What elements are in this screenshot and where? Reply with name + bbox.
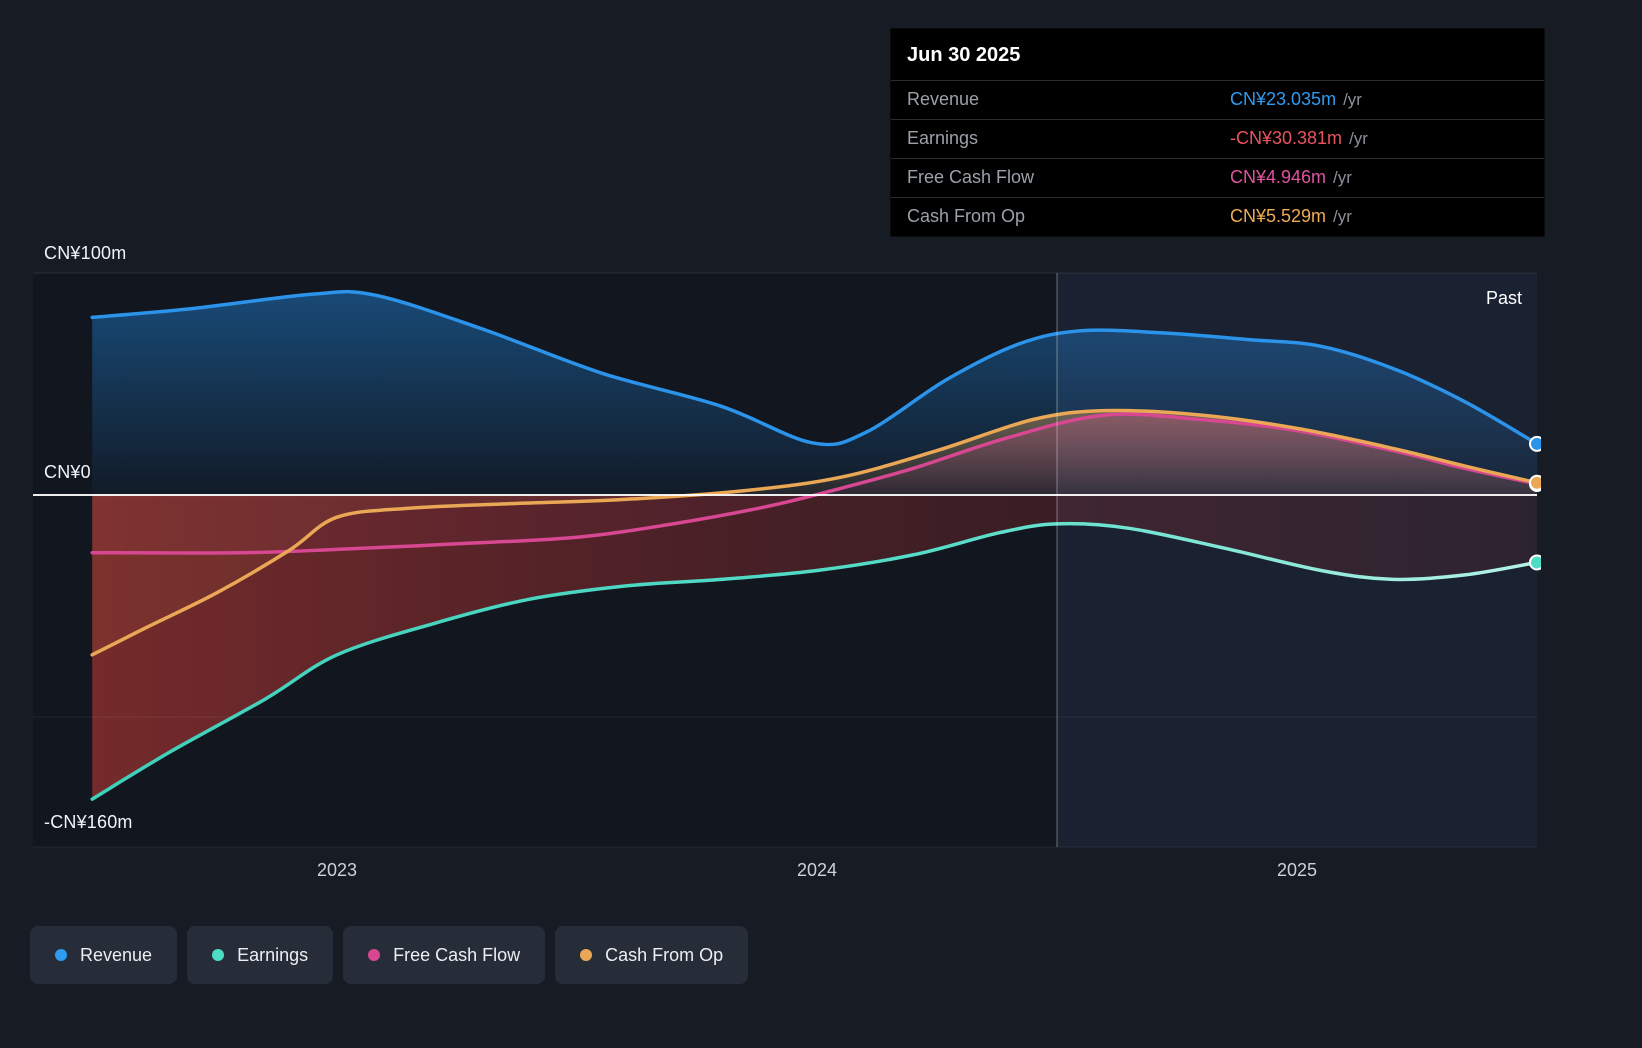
legend-item-earnings[interactable]: Earnings [187, 926, 334, 984]
tooltip-row-free-cash-flow: Free Cash Flow CN¥4.946m/yr [891, 158, 1544, 197]
tooltip-row-value: CN¥5.529m [1230, 206, 1327, 226]
tooltip-row-valuewrap: CN¥23.035m/yr [1230, 89, 1362, 110]
series-line-revenue [90, 289, 1539, 447]
x-tick-2023: 2023 [316, 860, 358, 880]
tooltip-row-revenue: Revenue CN¥23.035m/yr [891, 80, 1544, 119]
tooltip-row-suffix: /yr [1333, 168, 1352, 187]
tooltip-row-label: Revenue [907, 89, 980, 109]
tooltip-row-earnings: Earnings -CN¥30.381m/yr [891, 119, 1544, 158]
y-axis-label-bottom: -CN¥160m [44, 812, 133, 832]
series-line-earnings [90, 521, 1539, 801]
legend-item-revenue[interactable]: Revenue [30, 926, 178, 984]
series-line-cash-from-op [90, 408, 1539, 657]
tooltip-rows: Revenue CN¥23.035m/yr Earnings -CN¥30.381m /… [891, 80, 1544, 236]
x-tick-2024: 2024 [796, 860, 838, 880]
tooltip-row-label: Earnings [907, 128, 979, 148]
tooltip-row-valuewrap: CN¥4.946m/yr [1230, 167, 1352, 188]
tooltip-row-label: Cash From Op [907, 206, 1026, 226]
legend-item-cash-from-op[interactable]: Cash From Op [555, 926, 749, 984]
legend: Revenue Earnings Free Cash Flow Cash From O… [30, 926, 749, 984]
series-area-free-cash-flow [92, 414, 1538, 553]
tooltip-row-suffix: /yr [1349, 129, 1368, 148]
series-line-free-cash-flow [90, 412, 1539, 555]
tooltip: Jun 30 2025 Revenue CN¥23.035m/yr Earnings… [890, 28, 1545, 237]
legend-item-label: Free Cash Flow [393, 944, 521, 965]
legend-item-label: Earnings [237, 944, 309, 965]
tooltip-date: Jun 30 2025 [907, 44, 1021, 66]
tooltip-row-value: CN¥4.946m [1230, 167, 1327, 187]
tooltip-row-label: Free Cash Flow [907, 167, 1035, 187]
x-tick-2025: 2025 [1276, 860, 1318, 880]
past-label: Past [1485, 288, 1522, 308]
endpoint-dot-revenue [1529, 435, 1541, 452]
legend-item-label: Cash From Op [605, 944, 724, 965]
legend-dot-icon [212, 949, 225, 961]
legend-item-free-cash-flow[interactable]: Free Cash Flow [343, 926, 546, 984]
tooltip-row-suffix: /yr [1343, 90, 1362, 109]
tooltip-row-suffix: /yr [1333, 207, 1352, 226]
endpoint-dot-cash-from-op [1529, 474, 1541, 491]
series-area-earnings [92, 495, 1538, 800]
legend-dot-icon [55, 949, 67, 961]
endpoint-dot-earnings [1529, 554, 1541, 571]
legend-item-label: Revenue [80, 944, 153, 965]
tooltip-row-value: -CN¥30.381m [1230, 128, 1343, 148]
y-axis-label-zero: CN¥0 [44, 462, 91, 482]
legend-dot-icon [368, 949, 381, 961]
tooltip-row-cash-from-op: Cash From Op CN¥5.529m/yr [891, 197, 1544, 236]
y-axis-label-top: CN¥100m [44, 243, 127, 263]
tooltip-row-value: CN¥23.035m [1230, 89, 1337, 109]
tooltip-row-valuewrap: -CN¥30.381m/yr [1230, 128, 1368, 149]
tooltip-row-valuewrap: CN¥5.529m/yr [1230, 206, 1352, 227]
legend-dot-icon [580, 949, 593, 961]
